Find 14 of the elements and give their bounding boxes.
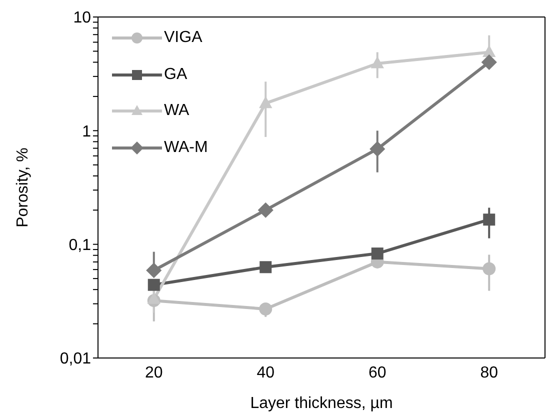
y-tick-label: 0,1 [68,237,92,254]
x-tick-label: 20 [144,364,163,382]
y-tick-label: 0,01 [60,350,92,368]
legend-label: WA-M [164,138,208,157]
x-axis-title: Layer thickness, µm [250,395,393,412]
x-tick-label: 40 [256,364,275,382]
legend-label: VIGA [164,29,202,48]
x-tick-label: 60 [368,364,386,382]
y-axis-title: Porosity, % [14,148,32,228]
x-tick-label: 80 [480,364,498,382]
y-tick-label: 1 [82,123,92,140]
legend-label: GA [164,66,188,84]
legend-label: WA [164,102,190,120]
y-tick-label: 10 [73,10,92,27]
